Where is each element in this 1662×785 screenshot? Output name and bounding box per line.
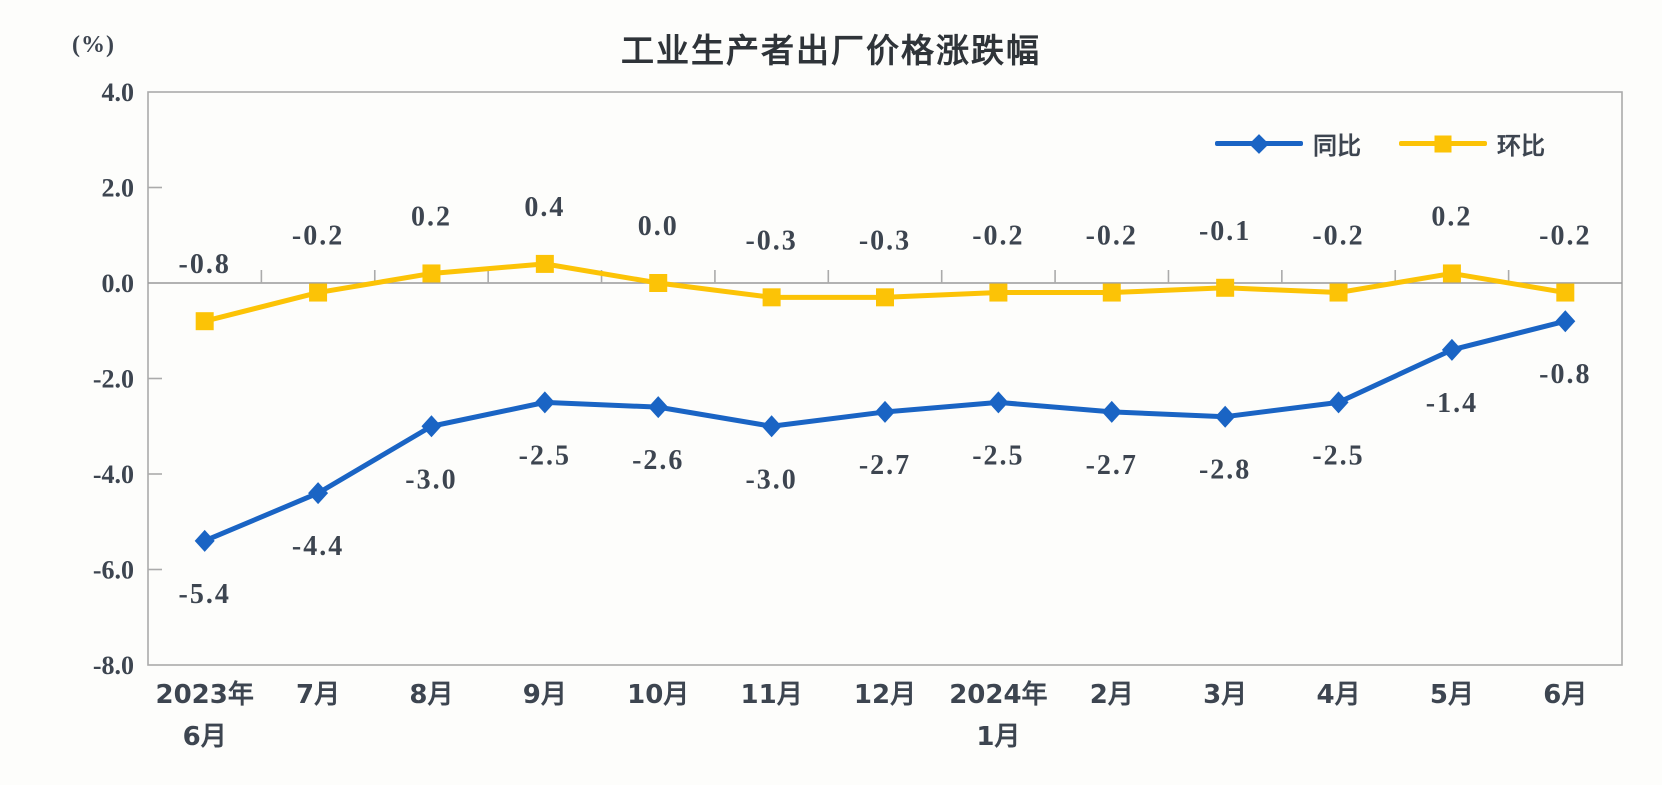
series-mom-data-label: -0.2 bbox=[1539, 221, 1591, 252]
series-yoy-marker bbox=[1328, 391, 1349, 414]
series-mom-data-label: -0.2 bbox=[1312, 221, 1364, 252]
x-axis-label: 2024年 1月 bbox=[949, 679, 1047, 752]
series-yoy-line bbox=[202, 318, 1568, 544]
series-yoy-marker bbox=[1215, 405, 1236, 428]
series-yoy-data-label: -2.7 bbox=[859, 450, 911, 481]
series-yoy-marker bbox=[988, 391, 1009, 414]
y-axis-tick-label: -2.0 bbox=[93, 365, 134, 394]
series-yoy-marker bbox=[648, 396, 669, 419]
legend-item-mom: 环比 bbox=[1399, 126, 1545, 161]
chart-title: 工业生产者出厂价格涨跌幅 bbox=[621, 31, 1041, 70]
series-mom-marker bbox=[1216, 278, 1235, 297]
series-yoy-marker bbox=[761, 415, 782, 438]
series-mom-marker bbox=[195, 312, 214, 331]
series-mom-data-label: -0.2 bbox=[972, 221, 1024, 252]
series-yoy-data-label: -2.5 bbox=[519, 440, 571, 471]
series-yoy-data-label: -4.4 bbox=[292, 531, 344, 562]
series-yoy-marker bbox=[308, 482, 329, 505]
series-yoy-data-label: -5.4 bbox=[179, 579, 231, 610]
series-mom-marker bbox=[876, 288, 894, 307]
x-axis-label: 2023年 6月 bbox=[156, 679, 254, 752]
series-mom-data-label: -0.3 bbox=[859, 225, 911, 256]
series-yoy-data-label: -2.5 bbox=[972, 440, 1024, 471]
series-yoy-marker bbox=[1101, 400, 1122, 423]
series-yoy-marker bbox=[875, 400, 895, 423]
x-axis-label: 10月 bbox=[627, 680, 689, 710]
series-mom-marker bbox=[989, 283, 1008, 302]
series-yoy-data-label: -2.5 bbox=[1312, 440, 1364, 471]
y-axis-unit-label: (%) bbox=[72, 32, 115, 58]
series-mom-marker bbox=[1556, 283, 1575, 302]
series-yoy-data-label: -1.4 bbox=[1426, 388, 1478, 419]
diamond-marker-icon bbox=[1249, 133, 1269, 154]
x-axis-label: 6月 bbox=[1543, 680, 1587, 710]
series-mom-data-label: -0.2 bbox=[1086, 221, 1138, 252]
x-axis-label: 5月 bbox=[1430, 680, 1474, 710]
series-mom-marker bbox=[535, 254, 554, 273]
series-yoy-marker bbox=[1441, 338, 1462, 361]
series-yoy-data-label: -3.0 bbox=[405, 464, 457, 495]
x-axis-label: 11月 bbox=[741, 680, 803, 710]
series-mom-data-label: -0.1 bbox=[1199, 216, 1251, 247]
series-mom-marker bbox=[1329, 283, 1348, 302]
series-yoy-marker bbox=[1555, 310, 1576, 333]
yoy-line-swatch-icon bbox=[1215, 133, 1303, 154]
series-mom-marker bbox=[309, 283, 328, 302]
series-yoy-marker bbox=[421, 415, 442, 438]
y-axis-tick-label: -6.0 bbox=[93, 556, 134, 585]
plot-border bbox=[147, 91, 1623, 666]
series-yoy-data-label: -0.8 bbox=[1539, 359, 1591, 390]
series-yoy-marker bbox=[194, 529, 215, 552]
y-axis-tick-label: 4.0 bbox=[102, 78, 135, 107]
y-axis-tick-label: 0.0 bbox=[102, 269, 135, 298]
series-mom-marker bbox=[649, 274, 668, 292]
series-mom-data-label: 0.0 bbox=[638, 211, 679, 242]
series-mom-marker bbox=[1102, 283, 1121, 302]
legend: 同比 环比 bbox=[1215, 126, 1545, 161]
series-yoy-data-label: -2.7 bbox=[1086, 450, 1138, 481]
series-mom-data-label: -0.8 bbox=[179, 249, 231, 280]
x-axis-label: 4月 bbox=[1316, 680, 1360, 710]
series-yoy-marker bbox=[534, 391, 555, 414]
legend-label-mom: 环比 bbox=[1497, 132, 1545, 160]
series-mom-data-label: 0.2 bbox=[1431, 201, 1472, 232]
mom-line-swatch-icon bbox=[1399, 135, 1487, 152]
y-axis-tick-label: -4.0 bbox=[93, 460, 134, 489]
x-axis-label: 12月 bbox=[854, 680, 916, 710]
y-axis-tick-label: 2.0 bbox=[102, 174, 135, 203]
series-mom-data-label: 0.2 bbox=[411, 201, 452, 232]
series-yoy-data-label: -3.0 bbox=[745, 464, 797, 495]
square-marker-icon bbox=[1434, 135, 1452, 152]
x-axis-label: 9月 bbox=[523, 680, 567, 710]
series-mom-marker bbox=[1442, 264, 1461, 283]
series-mom-marker bbox=[422, 264, 441, 283]
series-mom-data-label: 0.4 bbox=[524, 192, 565, 223]
series-mom-marker bbox=[762, 288, 781, 307]
series-mom-data-label: -0.3 bbox=[745, 225, 797, 256]
legend-item-yoy: 同比 bbox=[1215, 126, 1361, 161]
series-yoy-data-label: -2.6 bbox=[632, 445, 684, 476]
y-axis-tick-label: -8.0 bbox=[93, 651, 134, 680]
series-yoy-data-label: -2.8 bbox=[1199, 455, 1251, 486]
x-axis-label: 7月 bbox=[296, 680, 340, 710]
x-axis-label: 2月 bbox=[1090, 680, 1134, 710]
x-axis-label: 3月 bbox=[1203, 680, 1247, 710]
legend-label-yoy: 同比 bbox=[1313, 132, 1361, 160]
x-axis-label: 8月 bbox=[409, 680, 453, 710]
series-mom-data-label: -0.2 bbox=[292, 221, 344, 252]
